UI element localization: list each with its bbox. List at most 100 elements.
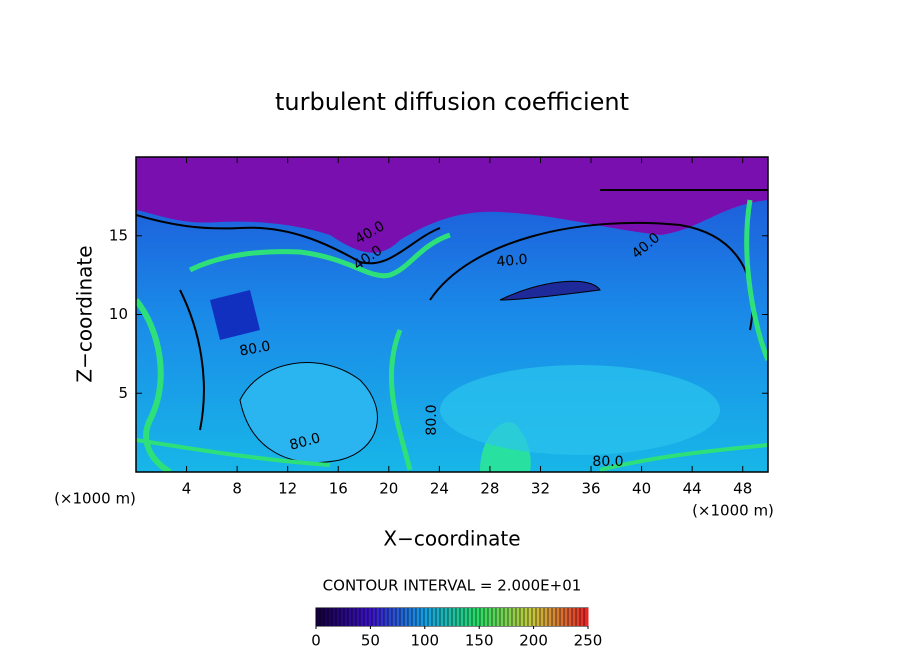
colorbar-swatch (344, 608, 349, 626)
x-tick-label: 16 (329, 480, 348, 498)
colorbar-swatch (504, 608, 509, 626)
colorbar-swatch (472, 608, 477, 626)
colorbar-tick-label: 0 (311, 632, 321, 650)
colorbar-swatch (340, 608, 345, 626)
colorbar-swatch (320, 608, 325, 626)
y-axis-label: Z−coordinate (73, 245, 97, 382)
colorbar-swatch (476, 608, 481, 626)
colorbar-swatch (432, 608, 437, 626)
colorbar-swatch (480, 608, 485, 626)
colorbar-swatch (572, 608, 577, 626)
colorbar-tick-label: 150 (465, 632, 494, 650)
colorbar-tick-label: 100 (410, 632, 439, 650)
colorbar-swatch (580, 608, 585, 626)
colorbar-swatch (536, 608, 541, 626)
colorbar-swatch (544, 608, 549, 626)
colorbar-swatch (468, 608, 473, 626)
colorbar-swatch (448, 608, 453, 626)
x-tick-label: 20 (379, 480, 398, 498)
colorbar-swatch (368, 608, 373, 626)
colorbar-swatch (444, 608, 449, 626)
colorbar-swatch (396, 608, 401, 626)
x-tick-label: 8 (232, 480, 242, 498)
colorbar-swatch (500, 608, 505, 626)
colorbar-swatch (336, 608, 341, 626)
colorbar-swatch (528, 608, 533, 626)
colorbar-swatch (496, 608, 501, 626)
colorbar-tick-label: 200 (519, 632, 548, 650)
colorbar-swatch (424, 608, 429, 626)
colorbar-swatch (560, 608, 565, 626)
colorbar-swatch (412, 608, 417, 626)
colorbar-swatch (556, 608, 561, 626)
chart-title: turbulent diffusion coefficient (275, 88, 629, 116)
x-tick-label: 28 (480, 480, 499, 498)
colorbar-swatch (404, 608, 409, 626)
colorbar-swatch (324, 608, 329, 626)
colorbar-swatch (488, 608, 493, 626)
x-tick-label: 4 (182, 480, 192, 498)
x-axis-label: X−coordinate (383, 527, 520, 551)
x-tick-label: 12 (278, 480, 297, 498)
colorbar-swatch (352, 608, 357, 626)
colorbar-swatch (376, 608, 381, 626)
y-tick-label: 10 (109, 305, 128, 323)
colorbar-swatch (420, 608, 425, 626)
colorbar-swatch (452, 608, 457, 626)
y-tick-label: 15 (109, 226, 128, 244)
colorbar-swatch (576, 608, 581, 626)
colorbar-swatch (508, 608, 513, 626)
colorbar-swatch (400, 608, 405, 626)
colorbar-swatch (428, 608, 433, 626)
x-tick-label: 40 (632, 480, 651, 498)
colorbar-swatch (384, 608, 389, 626)
colorbar-swatch (524, 608, 529, 626)
x-tick-label: 44 (683, 480, 702, 498)
colorbar-tick-label: 50 (361, 632, 380, 650)
colorbar-swatch (388, 608, 393, 626)
colorbar-swatch (540, 608, 545, 626)
colorbar-swatch (440, 608, 445, 626)
contour-label: 80.0 (424, 404, 440, 435)
contour-field (136, 157, 768, 472)
colorbar-swatch (364, 608, 369, 626)
y-tick-label: 5 (118, 384, 128, 402)
colorbar-swatch (460, 608, 465, 626)
colorbar-swatch (356, 608, 361, 626)
x-tick-label: 24 (430, 480, 449, 498)
x-tick-label: 36 (581, 480, 600, 498)
x-tick-label: 48 (733, 480, 752, 498)
colorbar-swatch (348, 608, 353, 626)
colorbar-swatch (416, 608, 421, 626)
colorbar-swatch (332, 608, 337, 626)
colorbar-swatch (520, 608, 525, 626)
x-tick-label: 32 (531, 480, 550, 498)
colorbar-swatch (484, 608, 489, 626)
colorbar-swatch (584, 608, 589, 626)
x-unit: (×1000 m) (692, 502, 774, 520)
colorbar-swatch (372, 608, 377, 626)
colorbar-swatch (464, 608, 469, 626)
colorbar-swatch (380, 608, 385, 626)
colorbar-tick-label: 250 (574, 632, 603, 650)
contour-label: 80.0 (238, 338, 271, 359)
colorbar-swatch (492, 608, 497, 626)
contour-label: 80.0 (288, 430, 322, 454)
colorbar-swatch (552, 608, 557, 626)
colorbar-swatch (548, 608, 553, 626)
colorbar-swatch (392, 608, 397, 626)
colorbar-swatch (360, 608, 365, 626)
colorbar-swatch (564, 608, 569, 626)
colorbar-swatch (512, 608, 517, 626)
y-unit: (×1000 m) (54, 490, 136, 508)
colorbar-swatch (568, 608, 573, 626)
colorbar-swatch (456, 608, 461, 626)
colorbar-swatch (328, 608, 333, 626)
contour-label: 40.0 (496, 252, 528, 271)
colorbar-swatch (532, 608, 537, 626)
colorbar-swatch (436, 608, 441, 626)
colorbar-swatch (408, 608, 413, 626)
colorbar-swatch (516, 608, 521, 626)
contour-interval: CONTOUR INTERVAL = 2.000E+01 (323, 577, 582, 595)
